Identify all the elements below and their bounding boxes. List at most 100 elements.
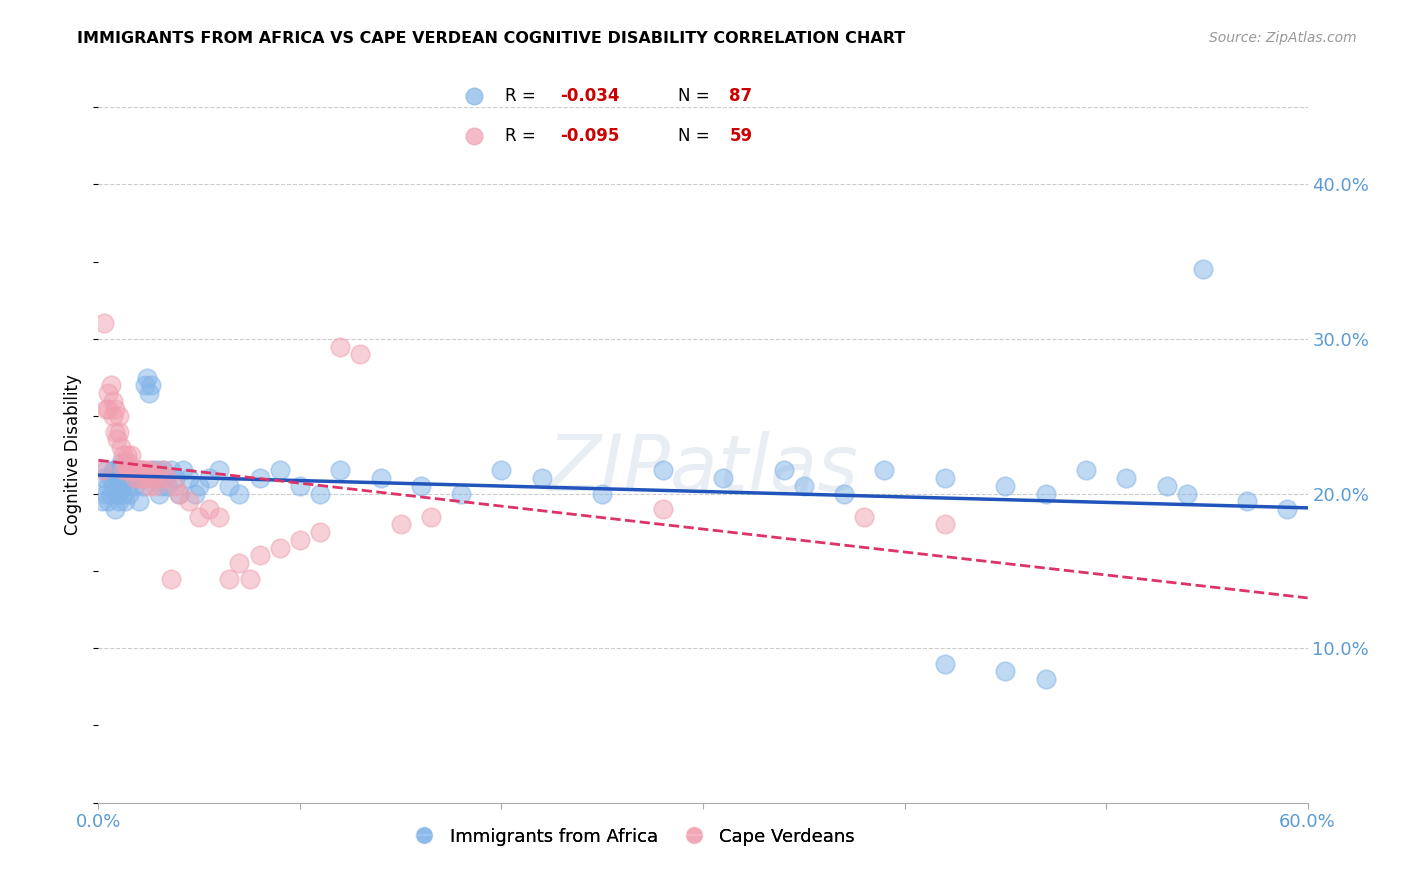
Point xyxy=(128,494,150,508)
Point xyxy=(101,479,124,493)
Point xyxy=(115,463,138,477)
Point xyxy=(139,378,162,392)
Point xyxy=(114,456,136,470)
Point xyxy=(91,494,114,508)
Point xyxy=(97,494,120,508)
Text: -0.095: -0.095 xyxy=(560,127,620,145)
Point xyxy=(100,471,122,485)
Point xyxy=(115,448,138,462)
Point xyxy=(97,401,120,416)
Point xyxy=(249,549,271,563)
Point xyxy=(651,502,673,516)
Point xyxy=(100,486,122,500)
Point xyxy=(101,409,124,424)
Point xyxy=(129,463,152,477)
Point xyxy=(208,509,231,524)
Point xyxy=(114,471,136,485)
Point xyxy=(591,486,613,500)
Point xyxy=(100,378,122,392)
Point xyxy=(132,479,155,493)
Point xyxy=(132,463,155,477)
Point xyxy=(111,463,134,477)
Point xyxy=(934,517,956,532)
Point xyxy=(97,386,120,401)
Point xyxy=(179,471,201,485)
Point xyxy=(167,486,190,500)
Point xyxy=(172,463,194,477)
Point xyxy=(711,471,734,485)
Point xyxy=(105,433,128,447)
Point xyxy=(994,479,1017,493)
Point xyxy=(105,486,128,500)
Point xyxy=(208,463,231,477)
Point xyxy=(111,463,134,477)
Point xyxy=(450,486,472,500)
Point xyxy=(124,471,146,485)
Point xyxy=(152,463,174,477)
Point xyxy=(103,401,125,416)
Point xyxy=(110,440,132,454)
Point xyxy=(143,471,166,485)
Point xyxy=(107,463,129,477)
Point xyxy=(218,572,240,586)
Point xyxy=(832,486,855,500)
Point xyxy=(793,479,815,493)
Text: ZIPatlas: ZIPatlas xyxy=(547,431,859,507)
Point xyxy=(120,448,142,462)
Point xyxy=(309,486,332,500)
Point xyxy=(96,463,118,477)
Point xyxy=(138,386,160,401)
Point xyxy=(329,340,352,354)
Point xyxy=(101,463,124,477)
Point xyxy=(873,463,896,477)
Point xyxy=(349,347,371,361)
Point xyxy=(101,393,124,408)
Text: R =: R = xyxy=(505,127,541,145)
Text: IMMIGRANTS FROM AFRICA VS CAPE VERDEAN COGNITIVE DISABILITY CORRELATION CHART: IMMIGRANTS FROM AFRICA VS CAPE VERDEAN C… xyxy=(77,31,905,46)
Point xyxy=(125,471,148,485)
Point xyxy=(139,463,162,477)
Point xyxy=(111,448,134,462)
Point xyxy=(1115,471,1137,485)
Point xyxy=(530,471,553,485)
Point xyxy=(121,471,143,485)
Point xyxy=(409,479,432,493)
Point xyxy=(142,471,165,485)
Point xyxy=(288,533,311,547)
Point xyxy=(103,463,125,477)
Point xyxy=(1074,463,1097,477)
Point xyxy=(179,494,201,508)
Text: 87: 87 xyxy=(730,87,752,105)
Point xyxy=(420,509,443,524)
Point xyxy=(93,471,115,485)
Point xyxy=(120,471,142,485)
Point xyxy=(110,479,132,493)
Text: N =: N = xyxy=(678,127,716,145)
Point xyxy=(118,486,141,500)
Point xyxy=(124,479,146,493)
Point xyxy=(239,572,262,586)
Point xyxy=(93,317,115,331)
Point xyxy=(163,471,186,485)
Point xyxy=(228,486,250,500)
Point xyxy=(160,572,183,586)
Point xyxy=(105,471,128,485)
Point xyxy=(491,463,513,477)
Point xyxy=(134,378,156,392)
Point xyxy=(134,471,156,485)
Point xyxy=(120,463,142,477)
Point xyxy=(125,463,148,477)
Point xyxy=(651,463,673,477)
Point xyxy=(1035,672,1057,686)
Point xyxy=(103,425,125,439)
Point xyxy=(184,486,207,500)
Point xyxy=(120,463,142,477)
Point xyxy=(91,463,114,477)
Text: R =: R = xyxy=(505,87,541,105)
Point xyxy=(156,471,179,485)
Point xyxy=(218,479,240,493)
Point xyxy=(160,463,183,477)
Point xyxy=(156,479,179,493)
Point xyxy=(288,479,311,493)
Point xyxy=(188,509,211,524)
